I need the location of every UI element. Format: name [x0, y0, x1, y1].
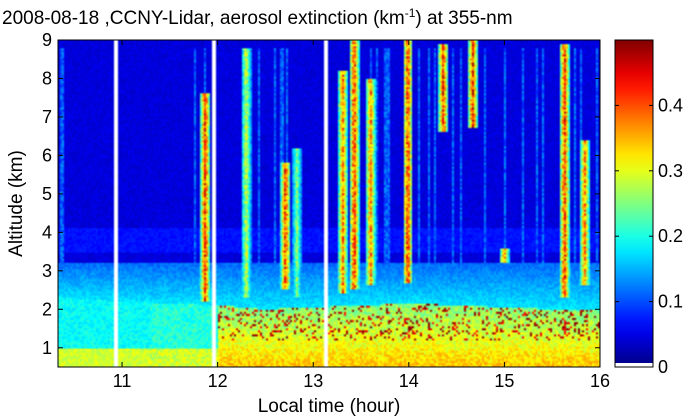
- y-axis-label: Altitude (km): [6, 150, 27, 257]
- y-tick-label: 8: [42, 68, 52, 88]
- x-axis-ticks: 11 12 13 14 15 16: [113, 40, 610, 391]
- colorbar-tick-label: 0: [658, 357, 668, 377]
- y-tick-label: 1: [42, 338, 52, 358]
- chart-title: 2008-08-18 ,CCNY-Lidar, aerosol extincti…: [2, 6, 513, 29]
- x-tick-label: 13: [303, 371, 323, 391]
- x-tick-label: 12: [208, 371, 228, 391]
- aerosol-extinction-heatmap: [58, 40, 600, 367]
- heatmap-plot-area: [58, 40, 600, 367]
- x-tick-label: 15: [494, 371, 514, 391]
- colorbar-tick-label: 0.2: [658, 226, 683, 246]
- colorbar-tick-label: 0.1: [658, 292, 683, 312]
- y-tick-label: 5: [42, 184, 52, 204]
- x-axis-label: Local time (hour): [258, 396, 401, 417]
- y-tick-label: 2: [42, 299, 52, 319]
- y-axis-ticks: 1 2 3 4 5 6 7 8 9: [42, 30, 600, 358]
- y-tick-label: 9: [42, 30, 52, 50]
- x-tick-label: 16: [590, 371, 610, 391]
- colorbar: [614, 39, 654, 368]
- colorbar-tick-label: 0.4: [658, 95, 683, 115]
- x-tick-label: 14: [399, 371, 419, 391]
- y-tick-label: 7: [42, 107, 52, 127]
- y-tick-label: 4: [42, 222, 52, 242]
- y-tick-label: 6: [42, 145, 52, 165]
- colorbar-min-band: [615, 363, 653, 367]
- colorbar-tick-label: 0.3: [658, 161, 683, 181]
- y-tick-label: 3: [42, 261, 52, 281]
- colorbar-gradient: [614, 39, 654, 368]
- colorbar-ticks: 0 0.1 0.2 0.3 0.4: [615, 95, 683, 377]
- x-tick-label: 11: [113, 371, 132, 391]
- plot-frame: [57, 39, 601, 368]
